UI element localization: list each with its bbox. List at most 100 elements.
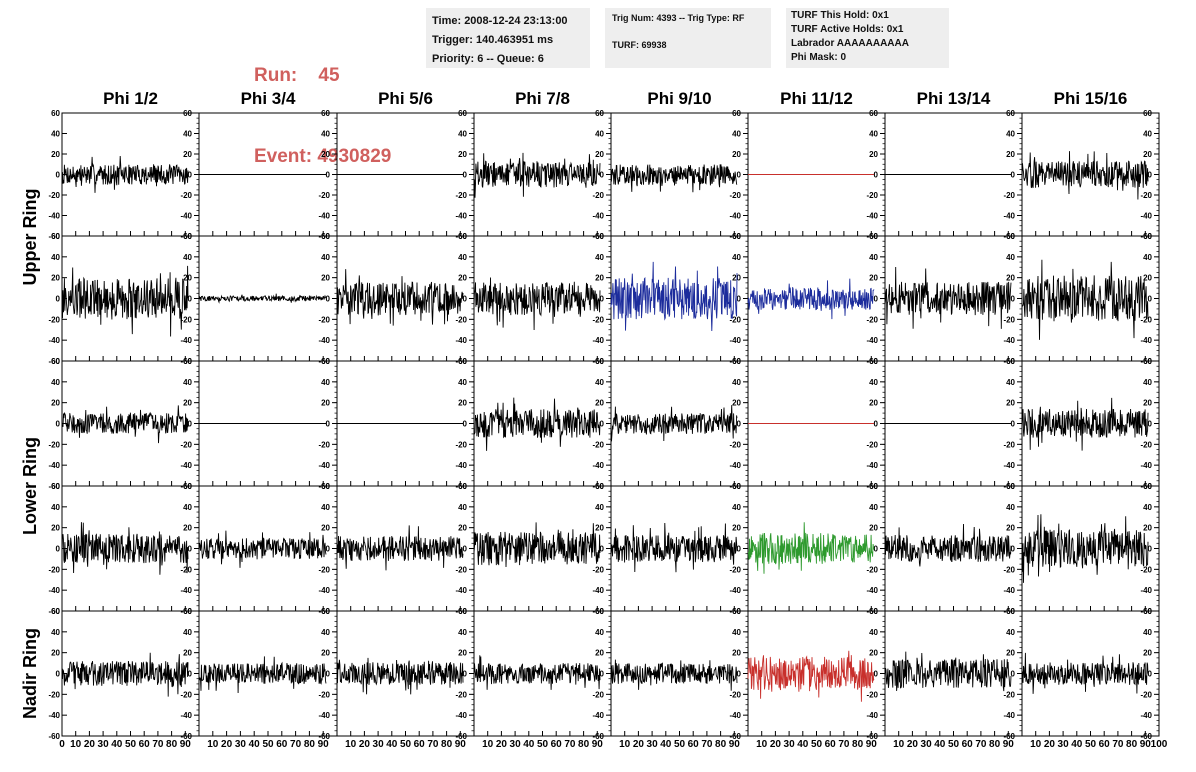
x-tick-label: 50: [674, 739, 686, 750]
y-tick-label: 60: [869, 607, 878, 616]
y-tick-label: 20: [458, 399, 467, 408]
y-tick-label: 0: [463, 545, 468, 554]
y-tick-label: 20: [458, 274, 467, 283]
y-tick-label: -40: [866, 461, 878, 470]
y-tick-label: 20: [1143, 150, 1152, 159]
y-tick-label: 0: [188, 171, 193, 180]
y-tick-label: -20: [1003, 440, 1015, 449]
run-label: Run:: [254, 65, 298, 86]
x-tick-label: 90: [180, 739, 192, 750]
waveform-trace: [610, 659, 738, 691]
turf-text: TURF: 69938: [612, 40, 667, 50]
run-value: 45: [318, 65, 340, 86]
y-tick-label: 40: [595, 130, 604, 139]
y-tick-label: -40: [1140, 336, 1152, 345]
y-tick-label: -60: [729, 732, 741, 741]
y-tick-label: -40: [48, 586, 60, 595]
y-tick-label: 0: [1011, 171, 1016, 180]
x-tick-label: 20: [359, 739, 371, 750]
x-tick-label: 40: [111, 739, 123, 750]
waveform-trace: [473, 522, 601, 568]
y-tick-label: -20: [455, 440, 467, 449]
y-tick-label: 60: [183, 109, 192, 118]
y-tick-label: 20: [1143, 649, 1152, 658]
x-tick-label: 50: [1085, 739, 1097, 750]
waveform-trace: [61, 405, 189, 444]
y-tick-label: -40: [1003, 461, 1015, 470]
y-tick-label: 0: [600, 670, 605, 679]
y-tick-label: 20: [732, 649, 741, 658]
y-tick-label: 20: [458, 150, 467, 159]
waveform-trace: [473, 655, 601, 690]
y-tick-label: -20: [592, 690, 604, 699]
x-tick-label: 10: [893, 739, 905, 750]
y-tick-label: 40: [321, 503, 330, 512]
waveform-trace: [336, 525, 464, 571]
y-tick-label: -60: [180, 732, 192, 741]
y-tick-label: 40: [183, 503, 192, 512]
x-tick-label: 0: [59, 739, 65, 750]
x-tick-label: 90: [455, 739, 467, 750]
y-tick-label: 40: [321, 378, 330, 387]
y-tick-label: 40: [595, 253, 604, 262]
y-tick-label: -40: [592, 212, 604, 221]
y-tick-label: -20: [592, 315, 604, 324]
waveform-trace: [1021, 151, 1149, 200]
y-tick-label: 0: [600, 171, 605, 180]
waveform-trace: [1021, 514, 1149, 583]
y-tick-label: 0: [188, 545, 193, 554]
y-tick-label: 40: [51, 130, 60, 139]
y-tick-label: 40: [183, 378, 192, 387]
run-event-block: Run: 45 Event: 4930829: [254, 8, 391, 197]
y-tick-label: 40: [732, 253, 741, 262]
y-tick-label: 60: [732, 232, 741, 241]
waveform-trace: [747, 650, 875, 702]
y-tick-label: 40: [869, 503, 878, 512]
y-tick-label: -40: [866, 711, 878, 720]
y-tick-label: 20: [51, 524, 60, 533]
y-tick-label: 0: [874, 171, 879, 180]
x-tick-label: 10: [482, 739, 494, 750]
y-tick-label: 60: [732, 607, 741, 616]
y-tick-label: 20: [595, 150, 604, 159]
y-tick-label: 0: [600, 420, 605, 429]
y-tick-label: 20: [1143, 399, 1152, 408]
y-tick-label: -20: [729, 690, 741, 699]
y-tick-label: 0: [56, 670, 61, 679]
y-tick-label: -20: [180, 191, 192, 200]
y-tick-label: 60: [458, 357, 467, 366]
x-tick-label: 80: [166, 739, 178, 750]
y-tick-label: -40: [592, 336, 604, 345]
x-tick-label: 70: [290, 739, 302, 750]
column-heading: Phi 3/4: [241, 89, 296, 108]
x-tick-label: 30: [373, 739, 385, 750]
y-tick-label: 60: [51, 109, 60, 118]
waveform-trace: [610, 522, 738, 573]
y-tick-label: 20: [51, 150, 60, 159]
x-tick-label: 30: [510, 739, 522, 750]
y-tick-label: 0: [1148, 670, 1153, 679]
y-tick-label: 60: [1006, 109, 1015, 118]
y-tick-label: 40: [869, 130, 878, 139]
y-tick-label: 0: [188, 295, 193, 304]
y-tick-label: -60: [592, 732, 604, 741]
y-tick-label: -60: [48, 357, 60, 366]
y-tick-label: -20: [48, 565, 60, 574]
x-tick-label: 70: [152, 739, 164, 750]
x-tick-label: 10: [207, 739, 219, 750]
y-tick-label: 20: [732, 399, 741, 408]
y-tick-label: -40: [592, 586, 604, 595]
y-tick-label: -20: [180, 690, 192, 699]
y-tick-label: 40: [1006, 130, 1015, 139]
y-tick-label: 60: [1143, 482, 1152, 491]
y-tick-label: 0: [188, 670, 193, 679]
y-tick-label: -40: [318, 336, 330, 345]
y-tick-label: 0: [1011, 545, 1016, 554]
y-tick-label: -20: [318, 440, 330, 449]
column-heading: Phi 11/12: [780, 89, 853, 108]
y-tick-label: 20: [869, 399, 878, 408]
y-tick-label: 60: [458, 109, 467, 118]
column-heading: Phi 13/14: [917, 89, 991, 108]
x-tick-label: 30: [98, 739, 110, 750]
y-tick-label: 0: [737, 670, 742, 679]
